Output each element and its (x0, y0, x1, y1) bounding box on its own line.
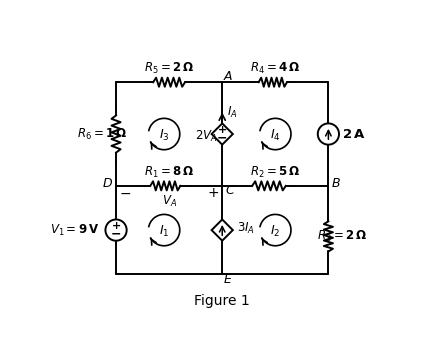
Text: $R_1=\mathbf{8\,\Omega}$: $R_1=\mathbf{8\,\Omega}$ (144, 165, 194, 180)
Text: $2V_A$: $2V_A$ (195, 129, 218, 144)
Text: $E$: $E$ (224, 274, 233, 286)
Circle shape (105, 220, 127, 241)
Text: $I_4$: $I_4$ (270, 128, 280, 143)
Text: $R_5=\mathbf{2\,\Omega}$: $R_5=\mathbf{2\,\Omega}$ (144, 61, 194, 76)
Circle shape (318, 124, 339, 145)
Text: $B$: $B$ (332, 177, 341, 190)
Text: $D$: $D$ (102, 177, 113, 190)
Text: Figure 1: Figure 1 (194, 294, 250, 308)
Text: $I_2$: $I_2$ (270, 224, 280, 239)
Text: $C$: $C$ (225, 184, 236, 197)
Text: +: + (217, 125, 227, 135)
Text: $3I_A$: $3I_A$ (237, 221, 255, 236)
Text: $\mathbf{2\,A}$: $\mathbf{2\,A}$ (342, 127, 366, 141)
Text: $+$: $+$ (207, 186, 220, 200)
Text: −: − (111, 228, 121, 241)
Text: $A$: $A$ (224, 70, 234, 83)
Text: −: − (217, 132, 228, 145)
Text: $-$: $-$ (119, 186, 131, 200)
Text: $V_A$: $V_A$ (161, 194, 177, 209)
Text: $R_3=\mathbf{2\,\Omega}$: $R_3=\mathbf{2\,\Omega}$ (317, 229, 367, 244)
Polygon shape (212, 220, 233, 241)
Text: $I_1$: $I_1$ (159, 224, 169, 239)
Text: $V_1=\mathbf{9\,V}$: $V_1=\mathbf{9\,V}$ (50, 222, 100, 238)
Text: +: + (112, 221, 121, 231)
Polygon shape (212, 124, 233, 145)
Text: $I_A$: $I_A$ (227, 104, 238, 120)
Text: $R_2=\mathbf{5\,\Omega}$: $R_2=\mathbf{5\,\Omega}$ (250, 165, 300, 180)
Text: $I_3$: $I_3$ (159, 128, 169, 143)
Text: $R_6=\mathbf{1\,\Omega}$: $R_6=\mathbf{1\,\Omega}$ (77, 126, 127, 142)
Text: $R_4=\mathbf{4\,\Omega}$: $R_4=\mathbf{4\,\Omega}$ (250, 61, 300, 76)
